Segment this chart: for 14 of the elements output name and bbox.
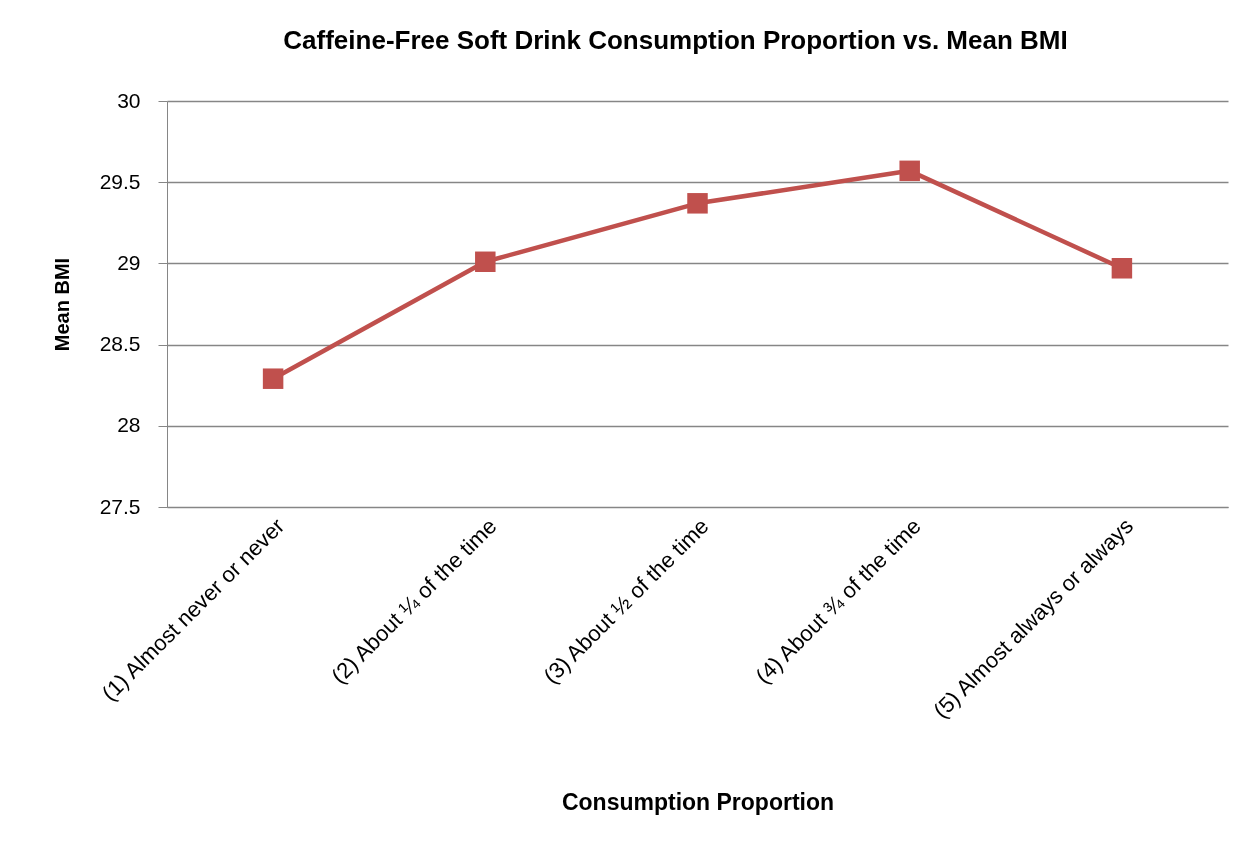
y-tick-label: 28.5 bbox=[99, 332, 141, 356]
y-tick-label: 29 bbox=[117, 250, 141, 274]
x-axis-title: Consumption Proportion bbox=[561, 788, 835, 815]
y-tick-label: 28 bbox=[117, 413, 141, 437]
point bbox=[899, 160, 920, 182]
point bbox=[687, 193, 708, 214]
point bbox=[475, 251, 496, 273]
y-tick-label: 27.5 bbox=[99, 494, 141, 518]
y-tick-label: 29.5 bbox=[99, 169, 141, 193]
y-tick-label: 30 bbox=[117, 88, 141, 112]
y-axis-title: Mean BMI bbox=[50, 257, 73, 352]
chart-title: Caffeine-Free Soft Drink Consumption Proportion vs. Mean BMI bbox=[283, 25, 1068, 55]
point bbox=[262, 368, 284, 389]
point bbox=[1111, 258, 1133, 279]
